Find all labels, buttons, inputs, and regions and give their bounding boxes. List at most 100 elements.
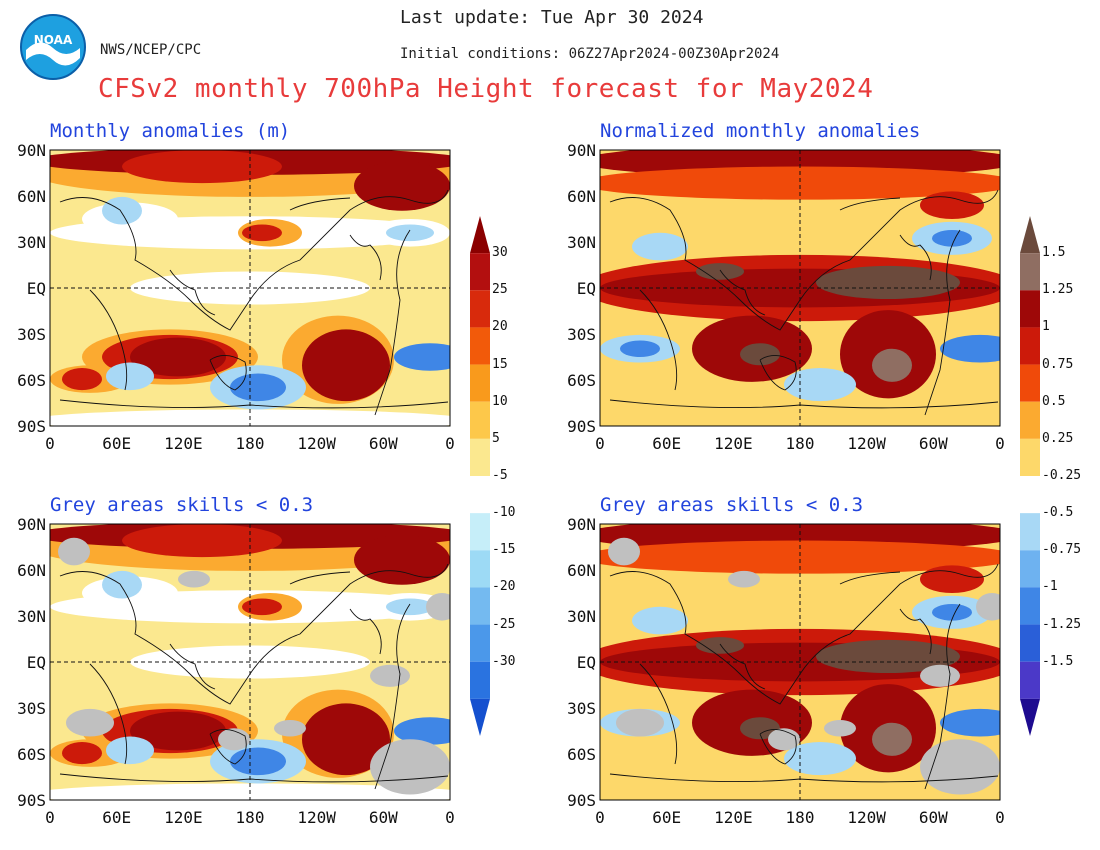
lon-label: 60W	[918, 434, 948, 453]
lon-label: 180	[785, 434, 815, 453]
colorbar-label: -25	[492, 616, 516, 632]
panel-title-tr: Normalized monthly anomalies	[600, 120, 921, 142]
colorbar-swatch	[470, 290, 490, 328]
colorbar-swatch	[1020, 661, 1040, 699]
lon-label: 180	[235, 808, 265, 827]
colorbar-swatch	[1020, 401, 1040, 439]
lon-label: 120W	[297, 434, 336, 453]
colorbar-swatch	[470, 550, 490, 588]
lon-label: 60W	[918, 808, 948, 827]
lon-label: 60W	[368, 808, 398, 827]
colorbar-label: 10	[492, 393, 508, 409]
panel-title-tl: Monthly anomalies (m)	[50, 120, 291, 142]
colorbar-label: -1.25	[1042, 616, 1082, 632]
lat-label: 60S	[17, 371, 46, 390]
colorbar-swatch	[470, 216, 490, 254]
colorbar-label: 30	[492, 245, 508, 261]
lon-label: 120E	[714, 808, 753, 827]
colorbar-label: 0.75	[1042, 356, 1074, 372]
colorbar-label: 0.5	[1042, 393, 1066, 409]
colorbar-label: 0.25	[1042, 430, 1074, 446]
lon-label: 180	[785, 808, 815, 827]
lat-label: 90N	[17, 141, 46, 160]
colorbar-label: 1.25	[1042, 282, 1074, 298]
lon-label: 0	[45, 808, 55, 827]
lat-label: 90N	[567, 515, 596, 534]
colorbar-label: 1.5	[1042, 245, 1066, 261]
colorbar-label: 25	[492, 282, 508, 298]
colorbar-swatch	[470, 661, 490, 699]
colorbar-label: -1.5	[1042, 653, 1074, 669]
colorbar-label: -10	[492, 505, 516, 521]
colorbar-label: -5	[492, 468, 508, 483]
colorbar-label: 20	[492, 319, 508, 335]
colorbar-swatch	[470, 587, 490, 625]
colorbar-label: -15	[492, 542, 516, 558]
lat-label: 30N	[567, 233, 596, 252]
lon-label: 60E	[102, 808, 132, 827]
lon-label: 120E	[164, 434, 203, 453]
lon-label: 120E	[714, 434, 753, 453]
colorbar-swatch	[1020, 327, 1040, 365]
lon-label: 120W	[847, 808, 886, 827]
colorbar-swatch	[470, 476, 490, 514]
lon-label: 0	[995, 808, 1005, 827]
colorbar-swatch	[1020, 476, 1040, 514]
lat-label: 90S	[17, 791, 46, 810]
colorbar-swatch	[470, 698, 490, 736]
map-br	[599, 523, 1001, 801]
lat-label: 30S	[17, 699, 46, 718]
last-update: Last update: Tue Apr 30 2024	[400, 7, 704, 28]
colorbar-label: -0.25	[1042, 468, 1082, 483]
colorbar-swatch	[1020, 216, 1040, 254]
colorbar-swatch	[470, 438, 490, 476]
noaa-logo: NOAA	[20, 14, 86, 80]
colorbar-label: -30	[492, 653, 516, 669]
lon-label: 60E	[652, 808, 682, 827]
colorbar-swatch	[470, 401, 490, 439]
lon-label: 0	[445, 808, 455, 827]
colorbar-swatch	[470, 327, 490, 365]
lat-label: 30S	[567, 325, 596, 344]
lat-label: 90S	[17, 417, 46, 436]
lat-label: 60S	[567, 745, 596, 764]
lat-label: 60S	[567, 371, 596, 390]
lon-label: 60W	[368, 434, 398, 453]
lon-label: 0	[995, 434, 1005, 453]
colorbar-swatch	[470, 513, 490, 551]
map-tl	[49, 149, 451, 427]
lon-label: 120W	[297, 808, 336, 827]
lon-label: 120E	[164, 808, 203, 827]
colorbar-swatch	[1020, 290, 1040, 328]
lon-label: 0	[595, 434, 605, 453]
lat-label: EQ	[576, 279, 596, 298]
map-bl	[49, 523, 451, 801]
colorbar-swatch	[1020, 698, 1040, 736]
lon-label: 60E	[652, 434, 682, 453]
colorbar-label: 1	[1042, 319, 1050, 335]
colorbar-label: -1	[1042, 579, 1058, 595]
colorbar-normalized	[1020, 216, 1040, 736]
svg-text:NOAA: NOAA	[34, 33, 73, 47]
colorbar-anomaly	[470, 216, 490, 736]
colorbar-label: -0.75	[1042, 542, 1082, 558]
lat-label: 30S	[17, 325, 46, 344]
colorbar-label: 5	[492, 430, 500, 446]
lat-label: 90S	[567, 791, 596, 810]
lat-label: EQ	[576, 653, 596, 672]
lat-label: 90N	[567, 141, 596, 160]
lat-label: EQ	[26, 653, 46, 672]
colorbar-label: -0.5	[1042, 505, 1074, 521]
colorbar-swatch	[1020, 587, 1040, 625]
lon-label: 60E	[102, 434, 132, 453]
colorbar-swatch	[1020, 438, 1040, 476]
colorbar-label: 15	[492, 356, 508, 372]
lon-label: 120W	[847, 434, 886, 453]
lat-label: 60N	[567, 561, 596, 580]
colorbar-label: -20	[492, 579, 516, 595]
lat-label: 30N	[567, 607, 596, 626]
colorbar-swatch	[470, 624, 490, 662]
colorbar-swatch	[1020, 364, 1040, 402]
colorbar-swatch	[1020, 513, 1040, 551]
colorbar-swatch	[1020, 253, 1040, 291]
